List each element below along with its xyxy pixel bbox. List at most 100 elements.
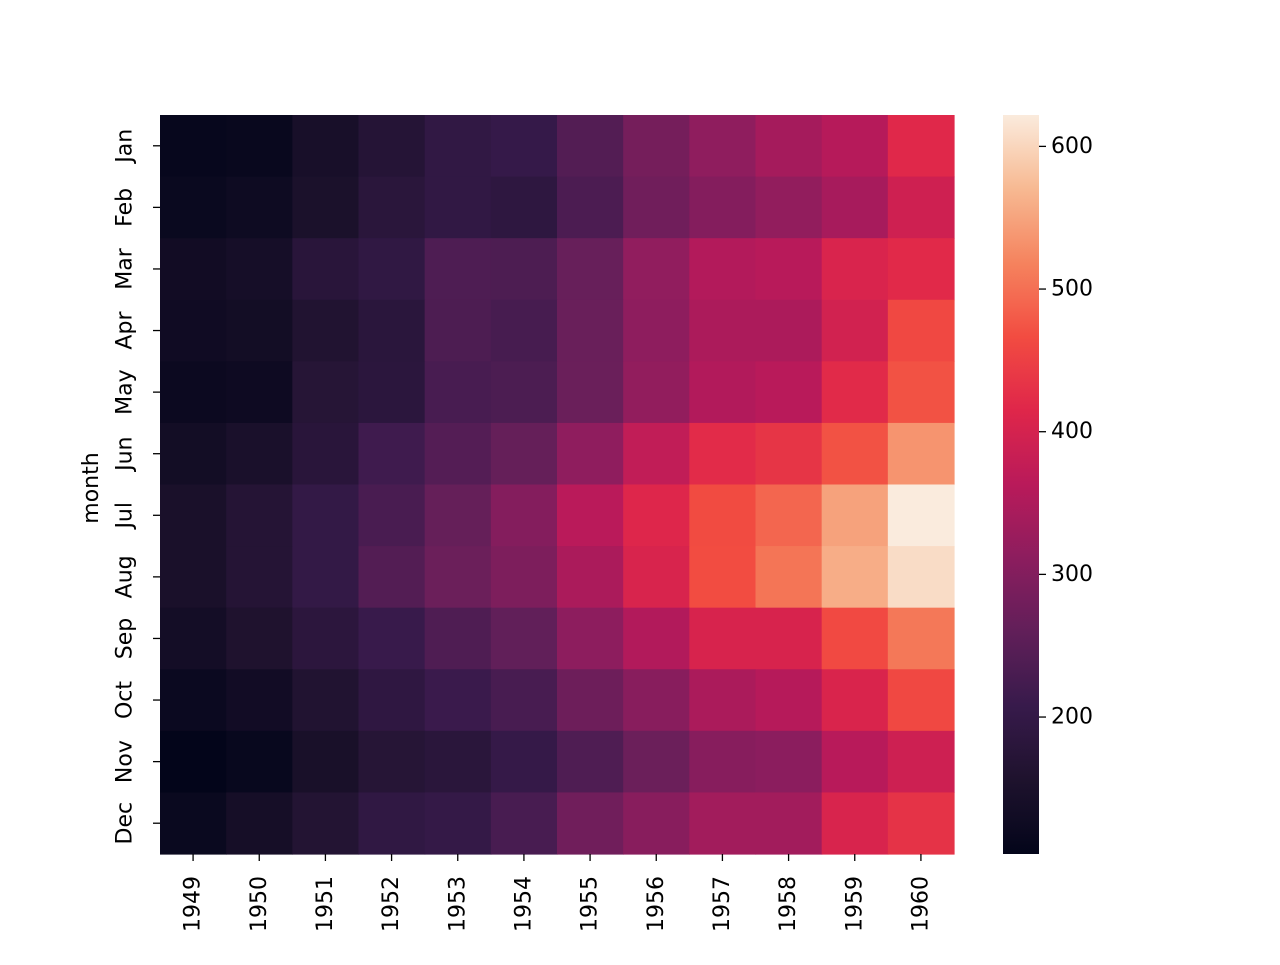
heatmap-cell [821,115,889,178]
heatmap-cell [160,238,227,301]
y-tick-label: Jul [113,502,138,531]
x-tick-label: 1954 [511,876,536,932]
heatmap-cell [490,607,558,670]
heatmap-cell [821,730,889,794]
heatmap-cell [490,299,558,362]
heatmap-cell [887,422,955,486]
heatmap-cell [358,730,426,794]
heatmap-cell [821,607,889,670]
heatmap-cell [292,115,360,178]
heatmap-cell [424,730,492,794]
heatmap-cell [358,792,426,855]
y-tick-label: Jan [113,129,138,165]
heatmap-cell [755,546,823,609]
heatmap-cell [160,299,227,362]
heatmap-cell [490,238,558,301]
heatmap-cell [490,361,558,424]
heatmap-cell [358,176,426,239]
heatmap-cell [623,484,690,547]
heatmap-cell [623,607,690,670]
x-tick-label: 1950 [247,876,272,932]
heatmap-cell [557,669,624,732]
heatmap-cell [689,730,757,794]
heatmap-cell [424,546,492,609]
heatmap-cell [755,484,823,547]
heatmap-cell [226,607,293,670]
heatmap-cell [557,115,624,178]
colorbar-tick-label: 500 [1051,277,1093,302]
heatmap-cell [424,115,492,178]
heatmap-cell [755,669,823,732]
heatmap-cell [755,730,823,794]
heatmap-cell [887,484,955,547]
heatmap-cell [689,546,757,609]
heatmap-cell [887,176,955,239]
x-tick-label: 1949 [181,876,206,932]
heatmap-cell [623,730,690,794]
heatmap-cell [689,484,757,547]
heatmap-cell [490,115,558,178]
x-tick-label: 1952 [379,876,404,932]
heatmap-cell [557,730,624,794]
heatmap-cell [821,299,889,362]
heatmap-cell [160,607,227,670]
heatmap-cell [557,238,624,301]
heatmap-cell [160,669,227,732]
heatmap-cell [887,361,955,424]
x-tick-label: 1960 [908,876,933,932]
heatmap-cell [292,361,360,424]
heatmap-cell [226,546,293,609]
heatmap-cell [755,238,823,301]
colorbar-tick-label: 600 [1051,134,1093,159]
heatmap-cell [358,238,426,301]
x-axis: 1949 1950 1951 1952 1953 1954 1955 1956 1957 1958… [181,854,933,932]
heatmap-cell [689,176,757,239]
x-tick-label: 1951 [313,876,338,932]
heatmap-cell [358,484,426,547]
heatmap-cell [623,115,690,178]
heatmap-cell [689,361,757,424]
heatmap-cell [292,792,360,855]
heatmap-cell [160,484,227,547]
heatmap-cell [226,176,293,239]
heatmap-cell [689,607,757,670]
heatmap-cell [821,484,889,547]
heatmap-cell [424,238,492,301]
heatmap-cell [490,422,558,486]
heatmap-cell [887,299,955,362]
heatmap-cell [292,484,360,547]
heatmap-cell [292,238,360,301]
heatmap-cell [557,422,624,486]
heatmap-cell [821,238,889,301]
heatmap-cell [226,361,293,424]
heatmap-cell [358,361,426,424]
y-tick-label: Sep [113,618,138,659]
heatmap-cell [424,361,492,424]
colorbar-tick-label: 200 [1051,705,1093,730]
heatmap-cell [689,238,757,301]
heatmap-cell [424,422,492,486]
heatmap-cell [755,299,823,362]
y-tick-label: Oct [113,681,138,719]
heatmap-cell [226,238,293,301]
heatmap-cell [689,669,757,732]
heatmap-cell [821,669,889,732]
heatmap-cell [424,669,492,732]
heatmap-cell [292,669,360,732]
heatmap-cell [292,422,360,486]
heatmap-cell [160,546,227,609]
heatmap-cell [755,176,823,239]
heatmap-cell [623,422,690,486]
heatmap-cell [292,607,360,670]
x-tick-label: 1958 [776,876,801,932]
heatmap-cell [887,238,955,301]
heatmap-cell [292,176,360,239]
y-tick-label: Apr [113,311,138,350]
heatmap-cell [689,299,757,362]
heatmap-cell [226,484,293,547]
y-axis: Jan Feb Mar Apr May Jun Jul Aug Sep Oct Nov Dec [113,129,160,844]
y-tick-label: Aug [113,555,138,598]
heatmap-cell [490,176,558,239]
heatmap-cell [821,361,889,424]
